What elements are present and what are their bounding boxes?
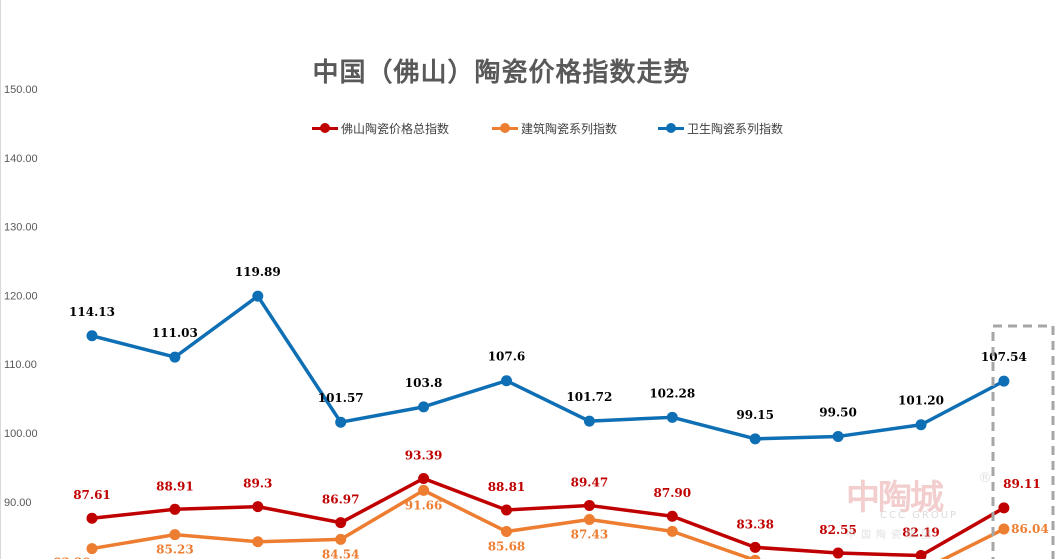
y-tick-label: 110.00 (4, 359, 37, 371)
data-label: 111.03 (152, 326, 198, 340)
legend-label-building-index: 建筑陶瓷系列指数 (521, 121, 618, 136)
data-point (418, 472, 430, 484)
series-line (91, 488, 1005, 559)
chart-left-border (0, 0, 1, 559)
data-point (998, 502, 1010, 514)
data-point (998, 375, 1010, 387)
data-label: 99.50 (819, 405, 857, 419)
data-label: 85.23 (156, 543, 194, 557)
data-label: 88.91 (156, 479, 194, 493)
legend-swatch-sanitary-index (658, 121, 684, 135)
y-tick-label: 100.00 (4, 428, 38, 440)
y-tick-label: 120.00 (4, 290, 38, 302)
data-label: 101.57 (318, 391, 364, 405)
data-point (86, 512, 98, 524)
data-label: 114.13 (69, 305, 115, 319)
legend-label-total-index: 佛山陶瓷价格总指数 (341, 121, 450, 136)
legend-item-total-index: 佛山陶瓷价格总指数 (312, 118, 449, 138)
data-label: 84.54 (322, 547, 360, 559)
data-point (501, 375, 512, 387)
data-point (666, 510, 678, 522)
data-label: 86.97 (322, 493, 360, 507)
watermark-logo-text: 中陶城 (846, 478, 944, 518)
data-point (998, 523, 1010, 535)
data-label: 83.20 (53, 556, 91, 559)
data-label: 89.3 (243, 477, 272, 491)
data-point (335, 416, 347, 428)
data-point (832, 430, 844, 442)
data-point (915, 550, 927, 559)
data-point (583, 415, 595, 427)
data-point (749, 554, 761, 559)
data-point (86, 543, 98, 555)
y-tick-label: 150.00 (4, 84, 38, 96)
data-point (169, 503, 181, 515)
data-label: 86.04 (1011, 522, 1049, 536)
data-label: 89.11 (1003, 477, 1041, 491)
data-label: 91.66 (405, 498, 443, 512)
data-point (666, 411, 678, 423)
data-label: 107.54 (981, 350, 1027, 364)
series-line (91, 476, 1005, 558)
watermark-group-text: CCC GROUP (880, 510, 959, 521)
data-point (915, 419, 927, 431)
data-point (749, 433, 761, 445)
data-point (169, 529, 181, 541)
data-point (418, 401, 430, 413)
series-line (91, 294, 1005, 441)
watermark-registered-mark: ® (978, 470, 992, 486)
data-label: 103.8 (405, 376, 443, 390)
data-label: 83.38 (736, 517, 774, 531)
data-point (335, 533, 347, 545)
data-label: 87.90 (654, 486, 692, 500)
data-label: 82.55 (819, 523, 857, 537)
data-label: 119.89 (235, 265, 281, 279)
data-point (666, 525, 678, 537)
data-point (583, 513, 595, 525)
y-tick-label: 130.00 (4, 222, 38, 234)
data-label: 87.61 (73, 488, 111, 502)
legend-item-building-index: 建筑陶瓷系列指数 (492, 118, 617, 138)
watermark-logo: 中陶城 ® CCC GROUP 中国陶瓷集团 (846, 470, 994, 556)
data-label: 101.72 (566, 390, 612, 404)
data-point (501, 526, 512, 538)
data-label: 107.6 (488, 350, 526, 364)
data-point (252, 290, 264, 302)
data-point (335, 517, 347, 529)
watermark-sub-text: 中国陶瓷集团 (846, 530, 936, 541)
data-point (418, 484, 430, 496)
data-label: 85.68 (488, 540, 526, 554)
data-label: 93.39 (405, 448, 443, 462)
highlight-box (991, 324, 1055, 559)
legend-swatch-total-index (312, 121, 338, 135)
data-point (832, 547, 844, 559)
data-point (252, 536, 264, 548)
data-label: 87.43 (571, 527, 609, 541)
data-label: 102.28 (649, 386, 695, 400)
y-tick-label: 90.00 (4, 497, 32, 509)
data-label: 101.20 (898, 394, 944, 408)
data-point (749, 541, 761, 553)
legend-item-sanitary-index: 卫生陶瓷系列指数 (658, 118, 783, 138)
data-label: 89.47 (571, 475, 609, 489)
data-point (169, 351, 181, 363)
data-label: 99.15 (736, 408, 774, 422)
data-label: 82.19 (902, 526, 940, 540)
legend-swatch-building-index (492, 121, 518, 135)
data-point (86, 330, 98, 342)
data-point (501, 504, 512, 516)
data-point (583, 499, 595, 511)
legend-label-sanitary-index: 卫生陶瓷系列指数 (687, 121, 784, 136)
data-point (252, 501, 264, 513)
data-label: 88.81 (488, 480, 526, 494)
y-tick-label: 140.00 (4, 153, 38, 165)
chart-title: 中国（佛山）陶瓷价格指数走势 (312, 58, 691, 88)
